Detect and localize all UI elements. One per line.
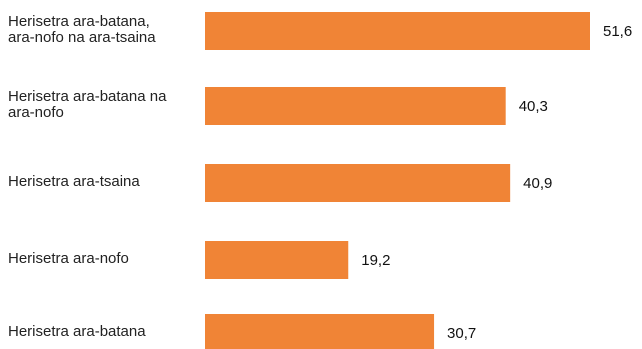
value-label: 40,9 — [523, 175, 552, 192]
value-label: 30,7 — [447, 325, 476, 342]
value-label: 40,3 — [519, 98, 548, 115]
bar — [205, 12, 590, 50]
category-label: Herisetra ara-batana na ara-nofo — [8, 89, 198, 121]
category-label: Herisetra ara-batana, ara-nofo na ara-tsa… — [8, 14, 198, 46]
category-label: Herisetra ara-tsaina — [8, 174, 198, 190]
value-label: 19,2 — [361, 252, 390, 269]
category-label-line: Herisetra ara-nofo — [8, 250, 129, 267]
category-label-line: Herisetra ara-batana, — [8, 13, 150, 30]
bar — [205, 164, 511, 202]
category-label-line: ara-nofo na ara-tsaina — [8, 29, 156, 46]
category-label: Herisetra ara-batana — [8, 324, 198, 340]
value-label: 51,6 — [603, 23, 632, 40]
category-label-line: Herisetra ara-batana na — [8, 88, 167, 105]
bar — [205, 314, 435, 349]
category-label-line: Herisetra ara-batana — [8, 323, 146, 340]
category-label-line: ara-nofo — [8, 104, 64, 121]
category-label-line: Herisetra ara-tsaina — [8, 173, 140, 190]
category-label: Herisetra ara-nofo — [8, 251, 198, 267]
bar — [205, 241, 349, 279]
bar — [205, 87, 506, 125]
